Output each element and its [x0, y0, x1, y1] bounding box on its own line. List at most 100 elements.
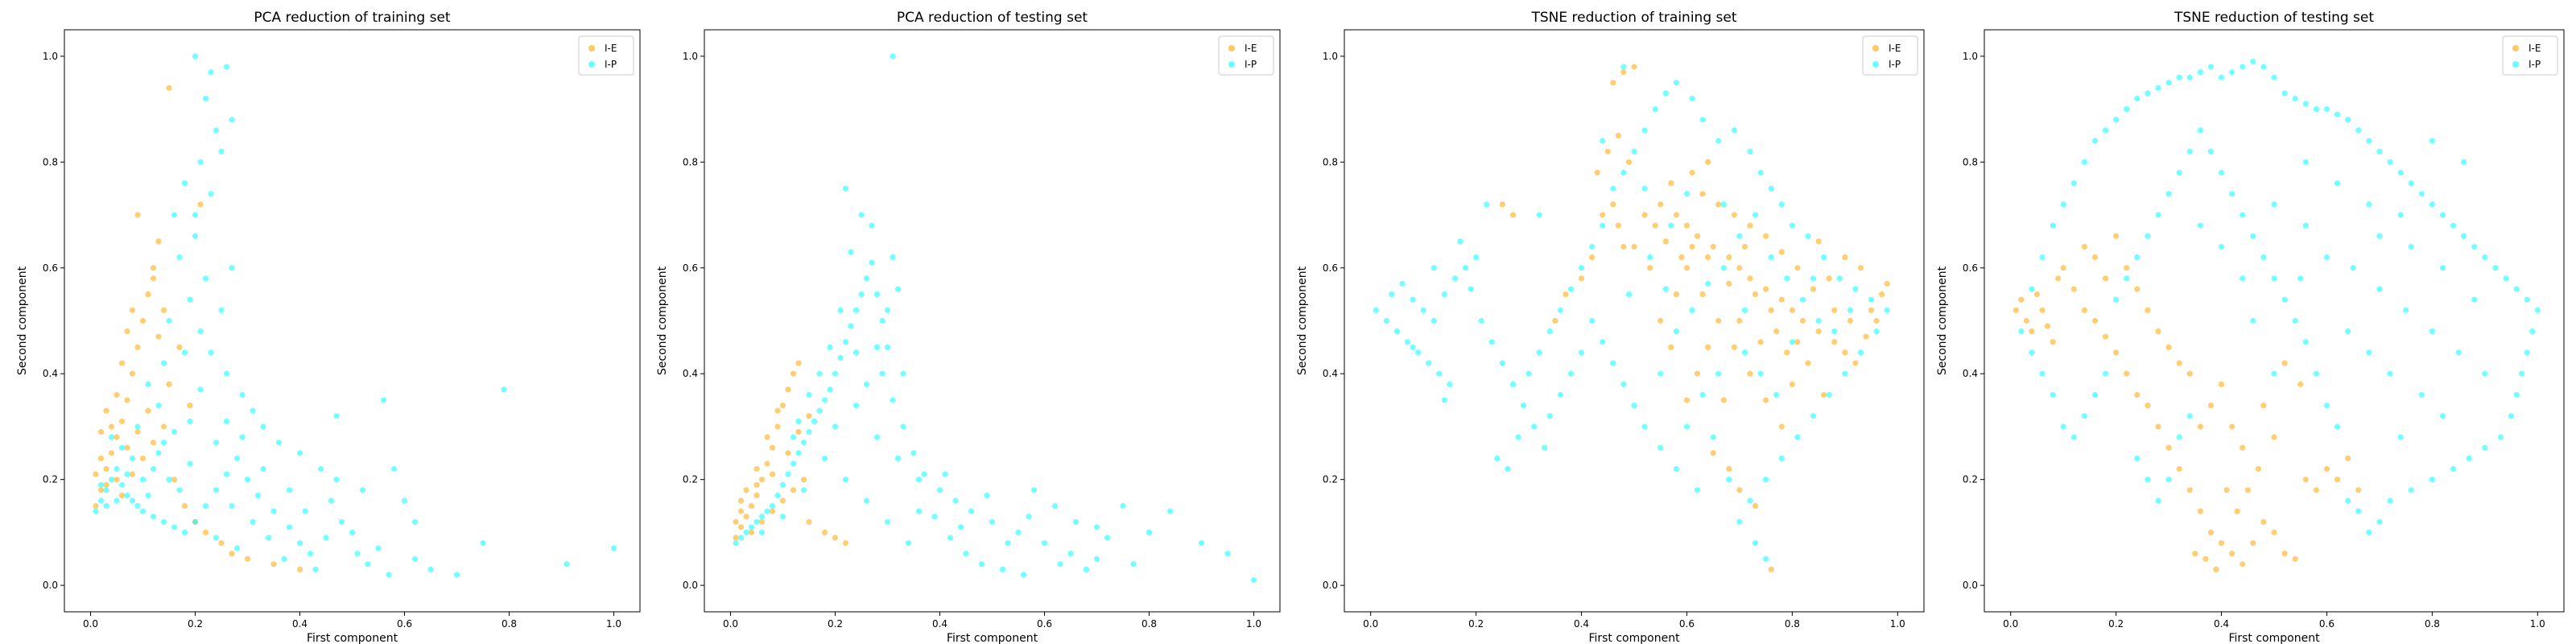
scatter-point	[239, 391, 246, 398]
scatter-point	[2197, 127, 2203, 134]
scatter-point	[1093, 555, 1100, 562]
scatter-point	[869, 259, 875, 266]
scatter-point	[1610, 185, 1616, 192]
scatter-point	[2255, 465, 2261, 473]
scatter-point	[2091, 138, 2099, 144]
scatter-point	[2050, 391, 2056, 398]
y-tick-label: 1.0	[1963, 51, 1978, 62]
scatter-point	[2050, 339, 2056, 345]
scatter-point	[1589, 317, 1596, 324]
scatter-point	[103, 407, 109, 414]
scatter-point	[2197, 69, 2203, 76]
scatter-point	[2408, 487, 2414, 493]
scatter-point	[108, 450, 115, 456]
scatter-point	[968, 508, 975, 514]
scatter-point	[2345, 117, 2351, 123]
scatter-point	[97, 455, 105, 462]
scatter-point	[1224, 551, 1231, 557]
scatter-point	[890, 53, 896, 60]
scatter-point	[1694, 370, 1701, 377]
scatter-point	[2271, 529, 2277, 536]
scatter-point	[2229, 551, 2235, 557]
scatter-point	[2197, 508, 2203, 514]
scatter-point	[166, 85, 172, 91]
scatter-point	[97, 487, 105, 493]
y-axis-label: Second component	[656, 266, 669, 375]
scatter-point	[1763, 397, 1769, 403]
scatter-point	[197, 386, 204, 393]
scatter-point	[2524, 296, 2530, 303]
scatter-points	[1373, 64, 1890, 573]
y-tick-label: 0.6	[43, 262, 58, 274]
scatter-point	[1752, 540, 1759, 547]
scatter-point	[848, 249, 854, 255]
scatter-point	[1436, 370, 1443, 377]
scatter-point	[118, 492, 126, 499]
scatter-point	[2165, 444, 2172, 451]
scatter-point	[134, 423, 141, 430]
scatter-point	[800, 440, 807, 446]
scatter-point	[2397, 434, 2404, 440]
scatter-point	[1673, 291, 1679, 298]
x-tick-label: 0.6	[1037, 618, 1052, 630]
scatter-point	[2376, 518, 2383, 525]
x-tick-label: 0.4	[1574, 618, 1589, 630]
scatter-point	[2429, 328, 2435, 335]
scatter-point	[1505, 465, 1511, 473]
scatter-point	[108, 477, 115, 483]
scatter-point	[281, 555, 287, 562]
scatter-point	[1768, 254, 1774, 261]
scatter-point	[2297, 275, 2304, 282]
scatter-point	[1484, 201, 1490, 208]
y-tick-label: 0.8	[683, 156, 698, 167]
scatter-point	[1799, 317, 1806, 324]
scatter-point	[1863, 333, 1869, 340]
scatter-point	[821, 529, 828, 536]
scatter-point	[2165, 80, 2172, 86]
scatter-point	[2113, 117, 2120, 123]
scatter-point	[1631, 64, 1637, 70]
scatter-point	[1815, 317, 1822, 324]
scatter-point	[1610, 80, 1616, 86]
scatter-point	[1805, 360, 1811, 366]
scatter-point	[124, 444, 130, 451]
scatter-point	[1683, 265, 1690, 271]
scatter-point	[2186, 74, 2193, 80]
scatter-point	[737, 497, 745, 504]
legend-label: I-E	[2529, 43, 2541, 54]
x-axis-label: First component	[307, 632, 398, 644]
scatter-point	[1852, 360, 1859, 366]
scatter-point	[1546, 413, 1553, 419]
scatter-point	[192, 53, 199, 60]
scatter-point	[2397, 212, 2404, 218]
scatter-point	[2482, 444, 2488, 451]
scatter-point	[307, 551, 314, 557]
scatter-point	[411, 518, 419, 525]
legend-marker	[1228, 45, 1235, 52]
scatter-point	[1720, 265, 1727, 271]
scatter-point	[2186, 487, 2193, 493]
legend-marker	[2512, 61, 2519, 68]
scatter-point	[333, 413, 340, 419]
chart-title: PCA reduction of testing set	[897, 10, 1088, 26]
scatter-point	[785, 450, 791, 456]
scatter-point	[1747, 148, 1753, 155]
scatter-point	[2366, 529, 2372, 536]
scatter-point	[1884, 307, 1890, 313]
scatter-point	[774, 492, 781, 499]
plot-frame	[1984, 29, 2565, 613]
scatter-point	[1847, 317, 1853, 324]
scatter-point	[1683, 191, 1690, 197]
scatter-point	[213, 440, 220, 446]
scatter-point	[842, 477, 849, 483]
scatter-point	[2033, 291, 2041, 298]
scatter-point	[129, 497, 136, 504]
scatter-point	[176, 344, 183, 350]
scatter-point	[779, 497, 786, 504]
scatter-point	[1051, 502, 1059, 510]
scatter-point	[2323, 254, 2330, 261]
scatter-point	[1578, 265, 1585, 271]
scatter-point	[1015, 529, 1022, 536]
scatter-point	[1857, 265, 1864, 271]
scatter-point	[1710, 243, 1716, 250]
